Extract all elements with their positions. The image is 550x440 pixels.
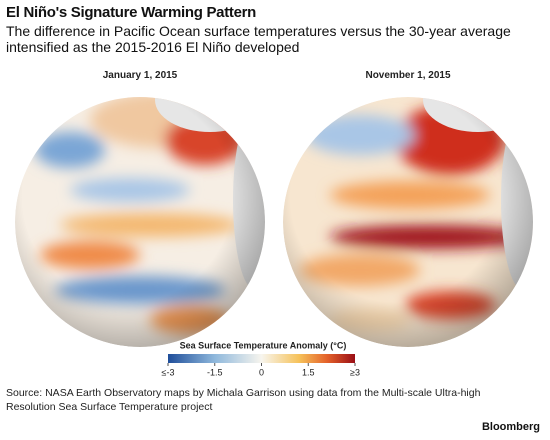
tick-label: ≤-3 (162, 367, 175, 377)
map-label: January 1, 2015 (102, 70, 178, 81)
tick-label: 0 (259, 367, 264, 377)
legend-ticks: ≤-3 -1.5 0 1.5 ≥3 (162, 363, 360, 377)
map-label: November 1, 2015 (365, 70, 451, 81)
legend-title: Sea Surface Temperature Anomaly (°C) (180, 340, 347, 350)
subtitle: The difference in Pacific Ocean surface … (6, 23, 511, 55)
globe-nov (283, 97, 533, 347)
tick-label: ≥3 (350, 367, 360, 377)
tick-label: -1.5 (207, 367, 223, 377)
source: Source: NASA Earth Observatory maps by M… (6, 387, 481, 413)
brand: Bloomberg (481, 421, 540, 433)
tick-label: 1.5 (302, 367, 315, 377)
color-scale (168, 354, 355, 363)
title: El Niño's Signature Warming Pattern (6, 4, 257, 21)
globe-jan (15, 97, 265, 347)
